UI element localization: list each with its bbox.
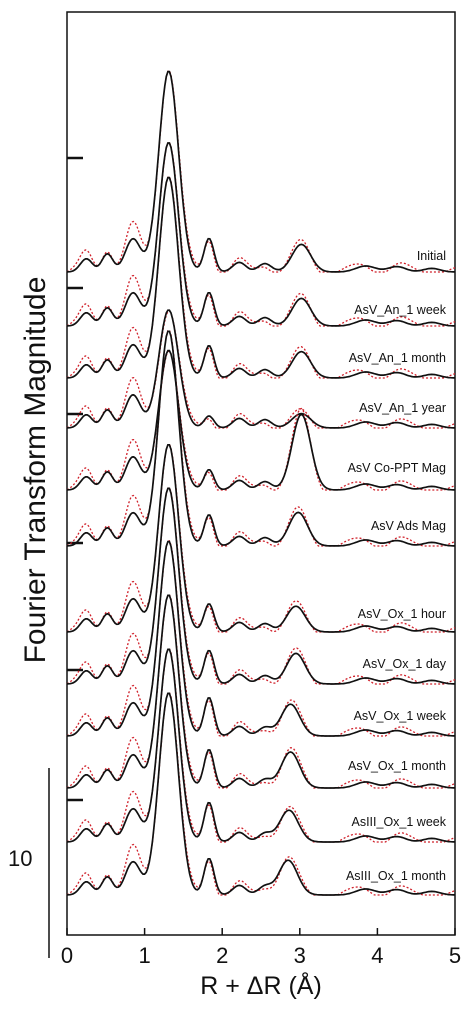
data-line: [66, 330, 455, 547]
data-line: [66, 594, 455, 789]
trace-label: AsV Co-PPT Mag: [348, 461, 446, 475]
x-ticks-group: 0 1 2 3 4 5: [61, 928, 461, 968]
data-line: [66, 309, 455, 429]
data-line: [66, 648, 455, 843]
data-line: [66, 540, 455, 737]
trace-label: AsV_An_1 week: [354, 303, 446, 317]
x-tick-label: 3: [294, 943, 306, 968]
trace-label: AsV_An_1 month: [349, 351, 446, 365]
trace-label: AsV_Ox_1 hour: [358, 607, 446, 621]
data-line: [66, 487, 455, 685]
traces-group: Initial AsV_An_1 week AsV_An_1 month AsV_An…: [66, 69, 456, 896]
scale-bar-label: 10: [8, 846, 32, 871]
x-axis-title: R + ΔR (Å): [200, 970, 322, 1000]
plot-frame: [66, 11, 456, 936]
trace-label: AsV_Ox_1 day: [363, 657, 447, 671]
data-line: [66, 176, 455, 379]
trace-label: AsV Ads Mag: [371, 519, 446, 533]
fit-line: [66, 175, 456, 379]
x-tick-label: 2: [216, 943, 228, 968]
data-line: [66, 349, 455, 491]
trace-label: AsIII_Ox_1 week: [352, 815, 447, 829]
trace-label: Initial: [417, 249, 446, 263]
fit-line: [66, 69, 456, 273]
trace-label: AsV_An_1 year: [359, 401, 446, 415]
data-line: [66, 692, 455, 896]
x-tick-label: 4: [371, 943, 383, 968]
y-axis-title: Fourier Transform Magnitude: [19, 277, 52, 664]
fit-line: [66, 443, 456, 633]
data-line: [66, 142, 455, 327]
data-line: [66, 70, 455, 273]
trace-label: AsV_Ox_1 month: [348, 759, 446, 773]
data-line: [66, 443, 455, 633]
x-tick-label: 5: [449, 943, 461, 968]
x-tick-label: 0: [61, 943, 73, 968]
trace-label: AsV_Ox_1 week: [354, 709, 447, 723]
offset-marks: [67, 156, 83, 802]
fit-line: [66, 539, 456, 737]
x-tick-label: 1: [138, 943, 150, 968]
fit-line: [66, 141, 456, 327]
trace-label: AsIII_Ox_1 month: [346, 869, 446, 883]
